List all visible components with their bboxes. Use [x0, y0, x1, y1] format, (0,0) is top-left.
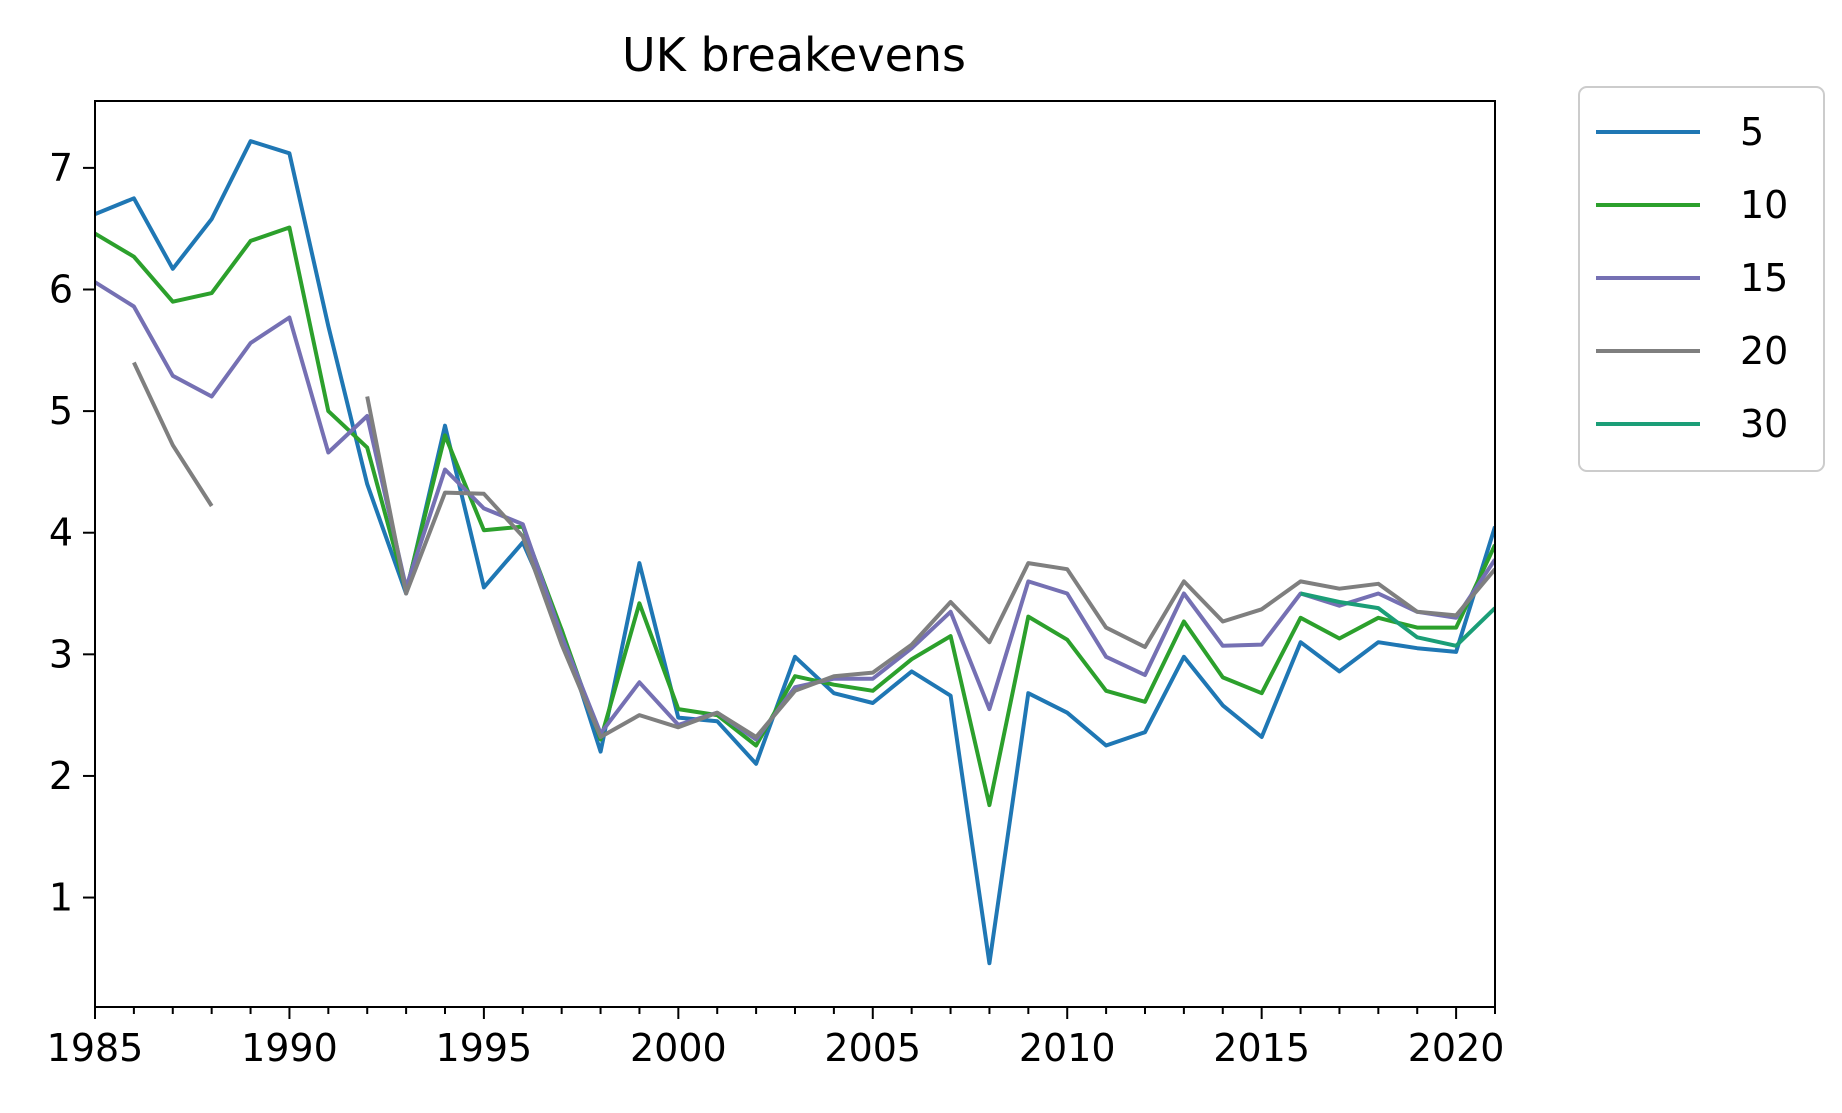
series-line-10 — [95, 225, 1495, 808]
x-tick-label: 2000 — [630, 1026, 727, 1070]
x-tick-label: 1990 — [241, 1026, 338, 1070]
x-axis: 1985 1990 1995 2000 2005 2010 2015 2020 — [47, 1007, 1505, 1070]
y-tick-label: 3 — [49, 632, 73, 676]
legend-label-5: 5 — [1740, 110, 1764, 154]
legend-label-10: 10 — [1740, 183, 1788, 227]
series-line-30 — [1300, 591, 1495, 648]
x-tick-label: 2005 — [824, 1026, 921, 1070]
legend-label-15: 15 — [1740, 256, 1788, 300]
series-group — [95, 139, 1495, 966]
y-tick-label: 6 — [49, 267, 73, 311]
x-tick-label: 1985 — [47, 1026, 144, 1070]
y-tick-label: 4 — [49, 511, 73, 555]
x-tick-label: 2020 — [1408, 1026, 1505, 1070]
legend-label-20: 20 — [1740, 329, 1788, 373]
chart-title: UK breakevens — [622, 28, 966, 82]
x-tick-label: 2015 — [1213, 1026, 1310, 1070]
series-line-5 — [95, 139, 1495, 966]
legend-label-30: 30 — [1740, 402, 1788, 446]
legend-frame — [1578, 86, 1825, 472]
y-tick-label: 2 — [49, 754, 73, 798]
y-tick-label: 1 — [49, 876, 73, 920]
x-tick-label: 1995 — [436, 1026, 533, 1070]
x-tick-label: 2010 — [1019, 1026, 1116, 1070]
series-line-20 — [132, 361, 1495, 739]
y-axis: 1 2 3 4 5 6 7 — [49, 146, 95, 920]
y-tick-label: 7 — [49, 146, 73, 190]
series-line-15 — [95, 280, 1495, 742]
legend: 5 10 15 20 30 — [1578, 86, 1825, 472]
plot-frame — [94, 100, 1496, 1008]
y-tick-label: 5 — [49, 389, 73, 433]
